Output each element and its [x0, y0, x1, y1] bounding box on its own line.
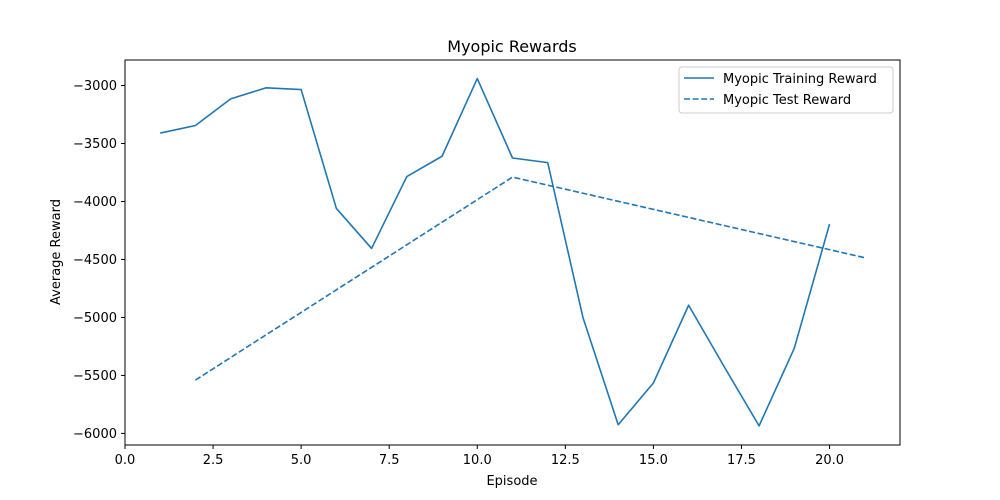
- series-line-training: [160, 77, 831, 427]
- x-tick-label: 17.5: [727, 453, 756, 468]
- y-tick-label: −3000: [73, 79, 117, 94]
- y-tick-label: −5500: [73, 369, 117, 384]
- y-tick-label: −5000: [73, 311, 117, 326]
- y-tick-label: −4500: [73, 253, 117, 268]
- x-tick-label: 7.5: [379, 453, 400, 468]
- y-axis: −3000 −3500 −4000 −4500 −5000 −5500 −6000: [73, 79, 125, 442]
- x-tick-label: 20.0: [815, 453, 844, 468]
- x-tick-label: 5.0: [291, 453, 312, 468]
- legend-label-test: Myopic Test Reward: [723, 93, 851, 108]
- x-axis: 0.0 2.5 5.0 7.5 10.0 12.5 15.0 17.5 20.0: [115, 445, 844, 468]
- x-tick-label: 10.0: [463, 453, 492, 468]
- plot-area: [124, 59, 901, 446]
- x-tick-label: 2.5: [203, 453, 224, 468]
- x-tick-label: 12.5: [551, 453, 580, 468]
- x-tick-label: 15.0: [639, 453, 668, 468]
- series-layer: [160, 77, 865, 427]
- series-line-test: [195, 176, 865, 381]
- plot-frame: [124, 59, 901, 446]
- legend-label-training: Myopic Training Reward: [723, 72, 877, 87]
- y-tick-label: −3500: [73, 137, 117, 152]
- legend: Myopic Training Reward Myopic Test Rewar…: [678, 66, 894, 114]
- y-tick-label: −6000: [73, 427, 117, 442]
- x-axis-label: Episode: [486, 474, 537, 489]
- x-tick-label: 0.0: [115, 453, 136, 468]
- y-tick-label: −4000: [73, 195, 117, 210]
- chart-title: Myopic Rewards: [447, 37, 576, 56]
- legend-box: [678, 66, 894, 114]
- y-axis-label: Average Reward: [49, 199, 64, 305]
